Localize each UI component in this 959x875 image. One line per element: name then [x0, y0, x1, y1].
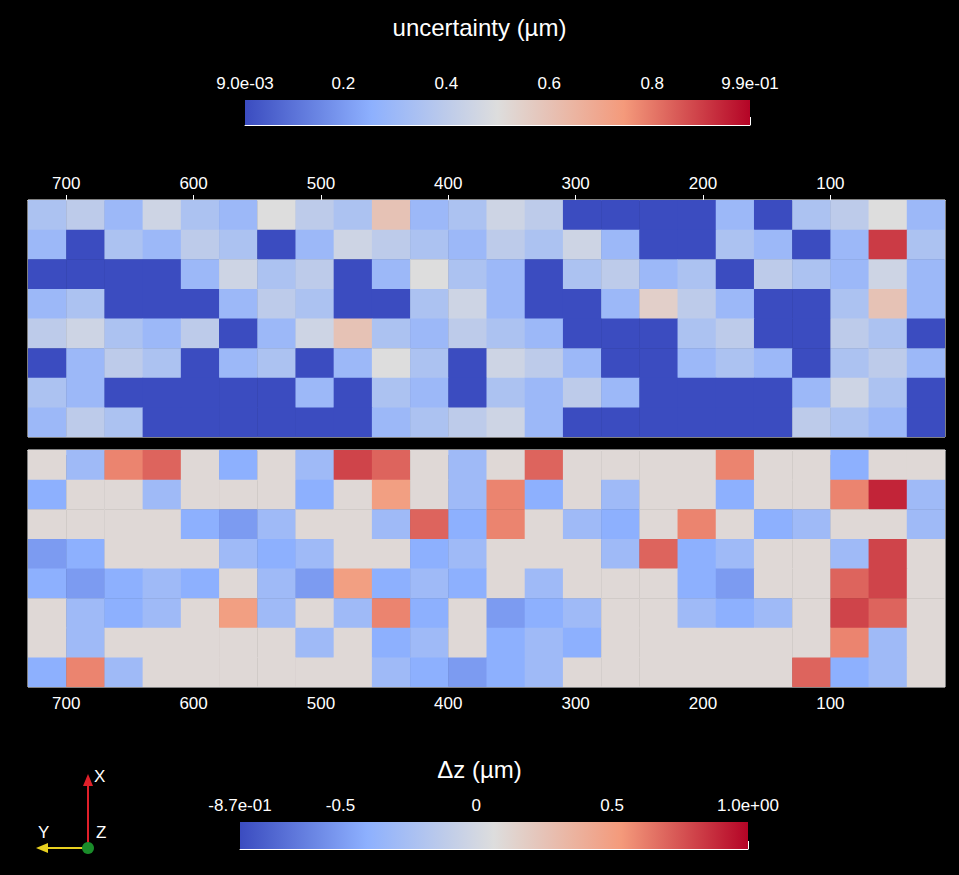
svg-text:0: 0 — [472, 796, 481, 815]
svg-text:500: 500 — [307, 174, 335, 193]
svg-text:uncertainty (µm): uncertainty (µm) — [393, 14, 567, 41]
svg-text:0.2: 0.2 — [332, 74, 356, 93]
svg-text:0.8: 0.8 — [640, 74, 664, 93]
svg-text:Z: Z — [96, 823, 106, 842]
svg-text:0.5: 0.5 — [600, 796, 624, 815]
svg-text:600: 600 — [179, 694, 207, 713]
svg-text:100: 100 — [816, 174, 844, 193]
svg-text:100: 100 — [816, 694, 844, 713]
svg-text:-0.5: -0.5 — [326, 796, 355, 815]
svg-text:Δz (µm): Δz (µm) — [437, 756, 522, 783]
svg-text:500: 500 — [307, 694, 335, 713]
svg-text:1.0e+00: 1.0e+00 — [717, 796, 779, 815]
svg-text:400: 400 — [434, 694, 462, 713]
svg-text:9.0e-03: 9.0e-03 — [216, 74, 274, 93]
svg-text:400: 400 — [434, 174, 462, 193]
svg-text:-8.7e-01: -8.7e-01 — [208, 796, 271, 815]
svg-text:700: 700 — [52, 694, 80, 713]
svg-text:600: 600 — [179, 174, 207, 193]
svg-text:0.4: 0.4 — [434, 74, 458, 93]
svg-text:200: 200 — [689, 174, 717, 193]
svg-text:300: 300 — [561, 174, 589, 193]
svg-text:Y: Y — [38, 823, 49, 842]
svg-text:X: X — [94, 767, 105, 786]
svg-text:200: 200 — [689, 694, 717, 713]
svg-text:700: 700 — [52, 174, 80, 193]
svg-text:0.6: 0.6 — [537, 74, 561, 93]
svg-text:9.9e-01: 9.9e-01 — [721, 74, 779, 93]
svg-text:300: 300 — [561, 694, 589, 713]
